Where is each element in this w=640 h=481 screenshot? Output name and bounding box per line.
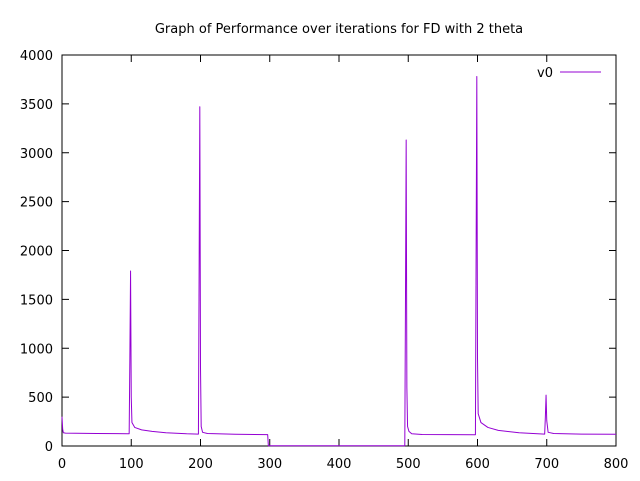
axis-ticks: 0 100 200 300 400 500 600 700 800 0 500 1000 1500 200… <box>20 49 629 472</box>
y-tick-label: 500 <box>28 391 53 406</box>
x-tick-label: 800 <box>604 457 629 472</box>
chart-title: Graph of Performance over iterations for… <box>155 22 523 37</box>
y-tick-label: 3500 <box>20 98 53 113</box>
x-tick-label: 100 <box>119 457 144 472</box>
y-tick-label: 1500 <box>20 293 53 308</box>
x-tick-label: 300 <box>257 457 282 472</box>
x-tick-label: 400 <box>327 457 352 472</box>
x-tick-label: 500 <box>396 457 421 472</box>
y-tick-label: 2000 <box>20 245 53 260</box>
x-tick-label: 200 <box>188 457 213 472</box>
legend: v0 <box>537 66 601 81</box>
y-tick-label: 0 <box>45 440 53 455</box>
x-tick-label: 0 <box>58 457 66 472</box>
series-line-v0 <box>61 76 617 447</box>
x-tick-label: 600 <box>465 457 490 472</box>
y-tick-label: 4000 <box>20 49 53 64</box>
series-layer <box>61 76 617 447</box>
y-tick-label: 3000 <box>20 147 53 162</box>
y-tick-label: 2500 <box>20 196 53 211</box>
y-tick-label: 1000 <box>20 342 53 357</box>
plot-frame <box>61 54 617 447</box>
x-tick-label: 700 <box>534 457 559 472</box>
legend-label: v0 <box>537 66 553 81</box>
